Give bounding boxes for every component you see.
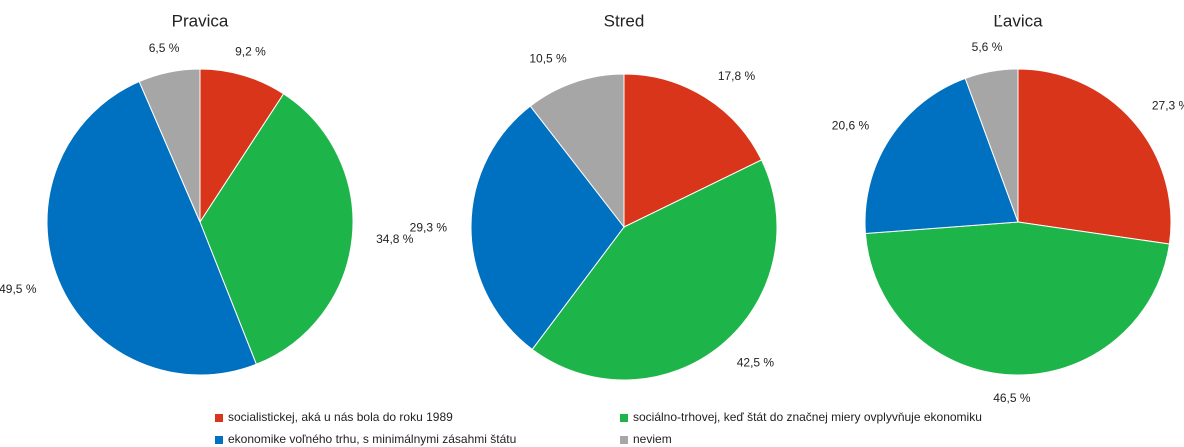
- data-label: 49,5 %: [0, 282, 37, 296]
- data-label: 46,5 %: [993, 391, 1031, 405]
- chart-title: Ľavica: [993, 11, 1043, 30]
- data-label: 5,6 %: [972, 40, 1003, 54]
- legend-label: socialistickej, aká u nás bola do roku 1…: [228, 410, 453, 424]
- data-label: 42,5 %: [737, 356, 775, 370]
- legend-label: neviem: [633, 432, 672, 446]
- pie-slice: [531, 159, 778, 381]
- pie-slice: [864, 77, 1019, 235]
- legend-label: sociálno-trhovej, keď štát do značnej mi…: [633, 410, 982, 424]
- data-label: 20,6 %: [832, 118, 870, 132]
- legend-swatch: [215, 436, 223, 444]
- pie-slice: [964, 68, 1019, 223]
- data-label: 27,3 %: [1152, 98, 1184, 112]
- legend-label: ekonomike voľného trhu, s minimálnymi zá…: [228, 432, 516, 446]
- pie-slice: [1017, 68, 1172, 245]
- pie-slice: [138, 68, 201, 223]
- pie-slice: [46, 80, 257, 376]
- legend-swatch: [215, 414, 223, 422]
- pie-slice: [470, 105, 625, 351]
- data-label: 9,2 %: [235, 45, 266, 59]
- legend-swatch: [620, 414, 628, 422]
- chart-title: Stred: [604, 11, 645, 30]
- data-label: 34,8 %: [376, 232, 414, 246]
- pie-slice: [199, 68, 285, 224]
- pie-slice: [864, 221, 1170, 376]
- data-label: 10,5 %: [529, 52, 567, 66]
- data-label: 29,3 %: [410, 221, 448, 235]
- data-label: 17,8 %: [718, 69, 756, 83]
- legend-swatch: [620, 436, 628, 444]
- chart-title: Pravica: [172, 11, 229, 30]
- pie-slice: [199, 93, 354, 365]
- data-label: 6,5 %: [149, 41, 180, 55]
- pie-slice: [623, 73, 763, 228]
- pie-slice: [529, 73, 625, 229]
